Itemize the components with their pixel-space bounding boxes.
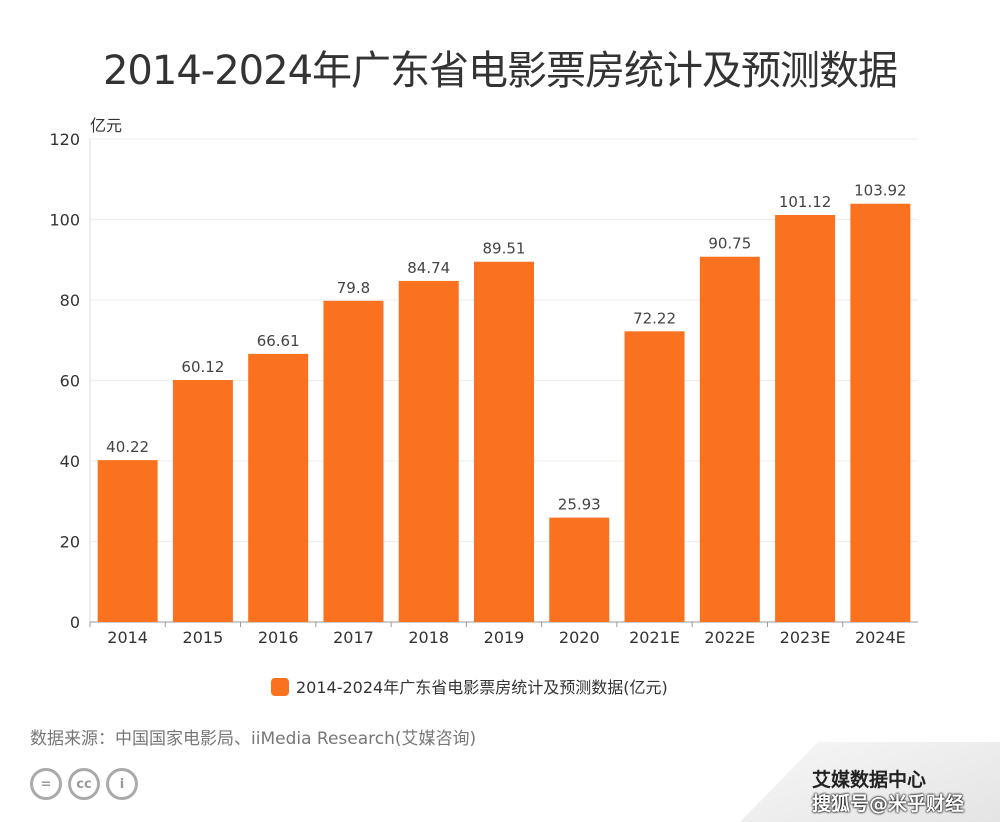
bar xyxy=(850,203,911,623)
bar xyxy=(97,460,158,622)
data-label: 40.22 xyxy=(106,438,149,456)
y-tick-label: 120 xyxy=(49,130,80,149)
by-icon: i xyxy=(106,768,138,800)
y-tick-label: 20 xyxy=(60,533,80,552)
data-label: 66.61 xyxy=(257,332,300,350)
x-tick-label: 2022E xyxy=(704,628,755,647)
y-tick-label: 40 xyxy=(60,452,80,471)
data-label: 101.12 xyxy=(779,193,832,211)
nd-icon: = xyxy=(30,768,62,800)
x-tick-label: 2019 xyxy=(484,628,525,647)
watermark: 艾媒数据中心 搜狐号@米乎财经 xyxy=(812,768,964,816)
x-tick-label: 2016 xyxy=(258,628,299,647)
x-tick-label: 2023E xyxy=(780,628,831,647)
y-tick-label: 0 xyxy=(70,613,80,632)
x-tick-label: 2021E xyxy=(629,628,680,647)
y-axis-label: 亿元 xyxy=(90,116,122,135)
bar xyxy=(172,380,233,622)
x-tick-label: 2015 xyxy=(183,628,224,647)
x-tick-label: 2017 xyxy=(333,628,374,647)
license-icons: = cc i xyxy=(30,768,138,800)
data-label: 90.75 xyxy=(708,235,751,253)
data-label: 60.12 xyxy=(181,358,224,376)
bar-chart: 0 20 40 60 80 100 120 亿元 40.22 2014 60.12 2015 66.61… xyxy=(49,116,918,697)
x-tick-label: 2018 xyxy=(408,628,449,647)
data-label: 103.92 xyxy=(854,182,907,200)
bar xyxy=(398,280,459,622)
chart-title: 2014-2024年广东省电影票房统计及预测数据 xyxy=(102,48,898,94)
bar xyxy=(323,300,384,622)
cc-icon: cc xyxy=(68,768,100,800)
bar xyxy=(775,214,836,622)
bar xyxy=(699,256,760,622)
y-tick-label: 80 xyxy=(60,291,80,310)
watermark-brand: 艾媒数据中心 xyxy=(812,769,927,791)
data-label: 25.93 xyxy=(558,496,601,514)
legend-label: 2014-2024年广东省电影票房统计及预测数据(亿元) xyxy=(296,678,668,697)
x-tick-label: 2020 xyxy=(559,628,600,647)
y-tick-label: 100 xyxy=(49,211,80,230)
bar xyxy=(549,517,610,622)
watermark-account: 搜狐号@米乎财经 xyxy=(812,793,965,815)
bar xyxy=(248,353,309,622)
data-label: 72.22 xyxy=(633,309,676,327)
source-note: 数据来源：中国国家电影局、iiMedia Research(艾媒咨询) xyxy=(30,729,477,749)
legend-swatch xyxy=(271,678,289,696)
x-tick-label: 2024E xyxy=(855,628,906,647)
data-label: 79.8 xyxy=(337,279,370,297)
bar xyxy=(624,331,685,622)
data-label: 89.51 xyxy=(483,240,526,258)
y-tick-label: 60 xyxy=(60,372,80,391)
x-tick-label: 2014 xyxy=(107,628,148,647)
bar xyxy=(474,261,534,622)
data-label: 84.74 xyxy=(407,259,450,277)
